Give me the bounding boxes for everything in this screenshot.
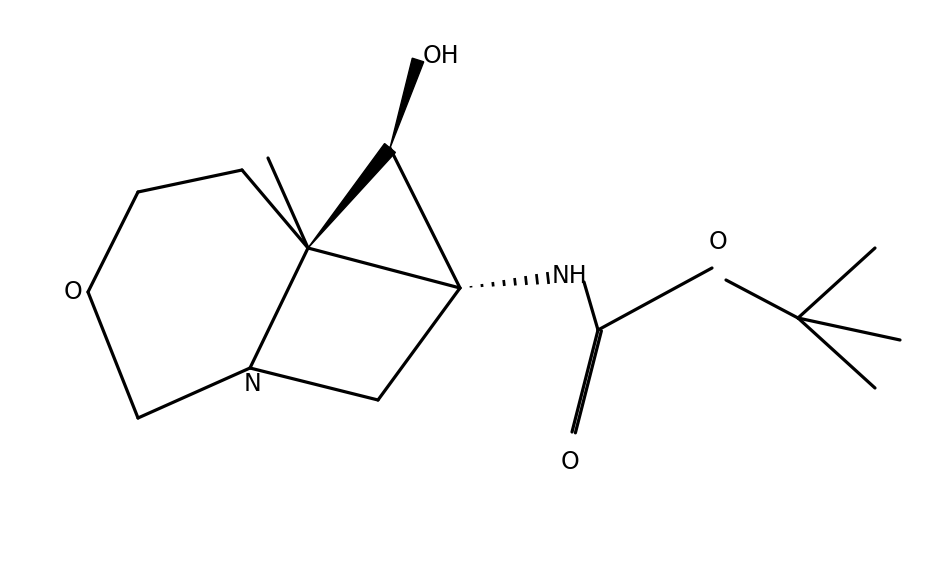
Polygon shape <box>390 58 424 148</box>
Polygon shape <box>308 144 396 248</box>
Text: OH: OH <box>423 44 460 68</box>
Text: O: O <box>708 230 727 254</box>
Text: O: O <box>560 450 579 474</box>
Text: N: N <box>243 372 261 396</box>
Text: NH: NH <box>552 264 588 288</box>
Text: O: O <box>63 280 82 304</box>
